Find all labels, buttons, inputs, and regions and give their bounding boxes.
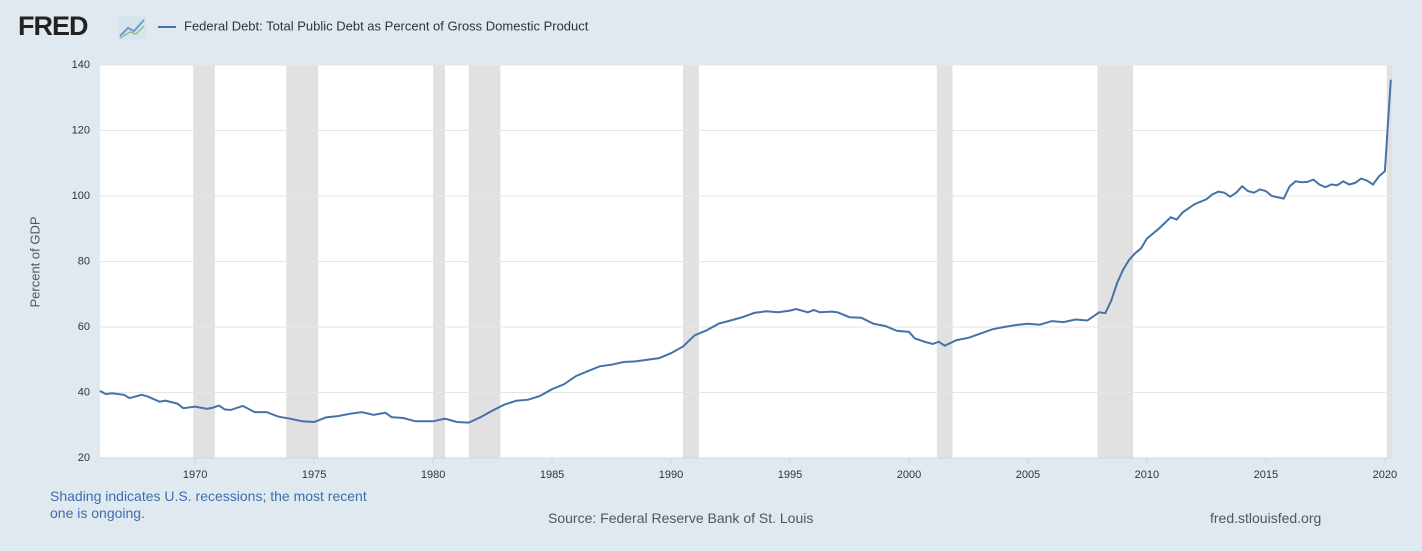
y-tick-label: 120 [72,124,90,136]
y-tick-label: 140 [72,59,90,71]
x-tick-label: 1995 [778,469,802,481]
x-tick-label: 1970 [183,469,207,481]
logo: FRED [18,11,88,41]
recession-note: Shading indicates U.S. recessions; the m… [50,488,367,521]
source: Source: Federal Reserve Bank of St. Loui… [548,510,814,526]
x-tick-label: 2010 [1135,469,1159,481]
x-tick-label: 1990 [659,469,683,481]
y-axis-label: Percent of GDP [27,216,42,307]
x-tick-label: 2020 [1373,469,1397,481]
x-tick-label: 2005 [1016,469,1040,481]
y-tick-label: 100 [72,190,90,202]
x-tick-label: 1980 [421,469,445,481]
y-tick-label: 20 [78,452,90,464]
x-tick-label: 2000 [897,469,921,481]
legend-label: Federal Debt: Total Public Debt as Perce… [184,18,589,33]
x-tick-label: 2015 [1254,469,1278,481]
data-line [99,79,1392,424]
x-tick-label: 1985 [540,469,564,481]
y-tick-label: 80 [78,255,90,267]
y-tick-label: 60 [78,321,90,333]
y-tick-label: 40 [78,386,90,398]
logo-icon [118,16,146,40]
x-tick-label: 1975 [302,469,326,481]
site: fred.stlouisfed.org [1210,510,1322,526]
